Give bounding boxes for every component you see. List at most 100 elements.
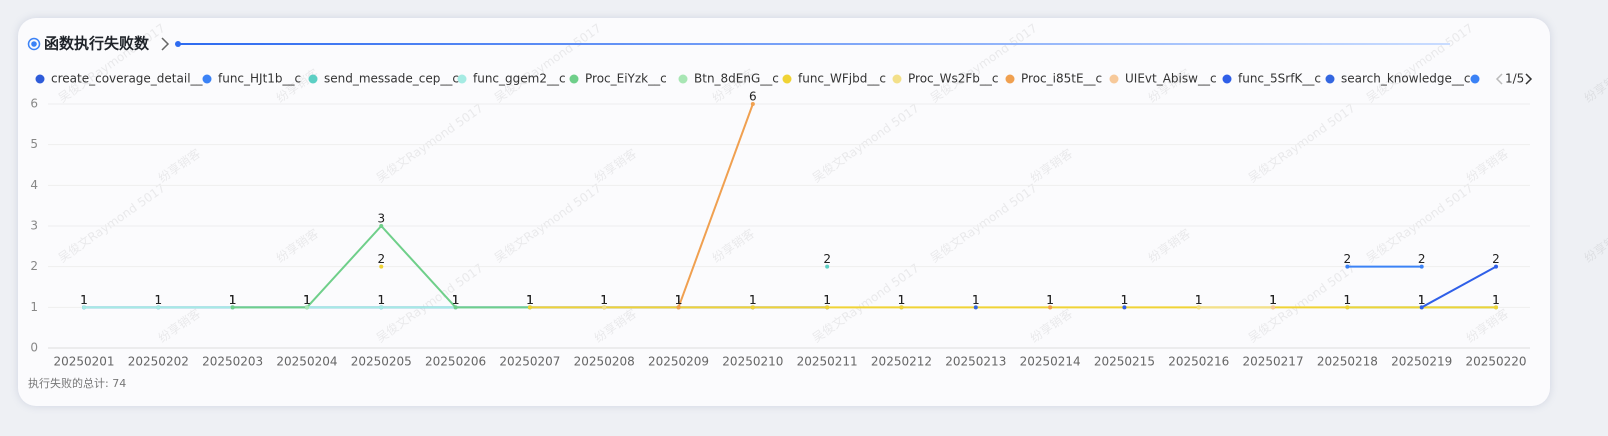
watermark: 纷享销客 bbox=[273, 225, 321, 265]
data-label: 1 bbox=[675, 293, 683, 307]
data-label: 1 bbox=[1269, 293, 1277, 307]
legend-icon bbox=[782, 74, 792, 84]
watermark: 纷享销客 bbox=[155, 145, 203, 185]
data-label: 2 bbox=[1492, 252, 1500, 266]
watermark: 纷享销客 bbox=[1581, 65, 1608, 105]
x-tick-label: 20250211 bbox=[797, 355, 858, 369]
point bbox=[1419, 305, 1424, 310]
y-tick-label: 1 bbox=[30, 300, 38, 314]
data-label: 1 bbox=[452, 293, 460, 307]
data-label: 1 bbox=[1418, 293, 1426, 307]
watermark: 吴俊文Raymond 5017 bbox=[491, 20, 604, 105]
data-label: 1 bbox=[1046, 293, 1054, 307]
data-label: 1 bbox=[377, 293, 385, 307]
point bbox=[825, 264, 830, 269]
data-label: 1 bbox=[898, 293, 906, 307]
data-label: 1 bbox=[675, 293, 683, 307]
legend-partial bbox=[1470, 74, 1480, 84]
footer: 执行失败的总计: 74 bbox=[28, 376, 126, 390]
watermark: 吴俊文Raymond 5017 bbox=[927, 20, 1040, 105]
data-label: 1 bbox=[1121, 293, 1129, 307]
x-tick-label: 20250213 bbox=[945, 355, 1006, 369]
x-tick-label: 20250203 bbox=[202, 355, 263, 369]
y-tick-label: 5 bbox=[30, 137, 38, 151]
point bbox=[750, 102, 755, 106]
data-label: 2 bbox=[377, 252, 385, 266]
point bbox=[1345, 305, 1350, 310]
legend-icon bbox=[678, 74, 688, 84]
data-label: 1 bbox=[749, 293, 757, 307]
data-label: 1 bbox=[229, 293, 237, 307]
point bbox=[602, 305, 607, 310]
data-label: 1 bbox=[452, 293, 460, 307]
point bbox=[676, 305, 681, 310]
x-tick-label: 20250208 bbox=[574, 355, 635, 369]
point bbox=[379, 224, 384, 228]
legend-label: Proc_Ws2Fb__c bbox=[908, 72, 999, 86]
data-label: 1 bbox=[526, 293, 534, 307]
point bbox=[379, 264, 384, 269]
legend-label: UIEvt_Abisw__c bbox=[1125, 72, 1217, 86]
data-label: 2 bbox=[1344, 252, 1352, 266]
legend-icon bbox=[308, 74, 318, 84]
data-label: 1 bbox=[1344, 293, 1352, 307]
point bbox=[1345, 264, 1350, 269]
data-label: 1 bbox=[972, 293, 980, 307]
watermark: 纷享销客 bbox=[1463, 145, 1511, 185]
legend-icon bbox=[1109, 74, 1119, 84]
data-label: 1 bbox=[600, 293, 608, 307]
point bbox=[1494, 305, 1498, 310]
point bbox=[304, 305, 309, 310]
data-label: 1 bbox=[1418, 293, 1426, 307]
title-chevron[interactable] bbox=[161, 37, 170, 51]
point bbox=[453, 305, 458, 310]
point bbox=[527, 305, 532, 310]
slider-line bbox=[178, 43, 1450, 45]
data-label: 1 bbox=[154, 293, 162, 307]
x-tick-label: 20250217 bbox=[1243, 355, 1304, 369]
data-label: 1 bbox=[303, 293, 311, 307]
legend-next[interactable] bbox=[1525, 73, 1533, 85]
data-label: 1 bbox=[154, 293, 162, 307]
x-tick-label: 20250209 bbox=[648, 355, 709, 369]
data-label: 1 bbox=[303, 293, 311, 307]
data-label: 1 bbox=[526, 293, 534, 307]
legend-prev[interactable] bbox=[1495, 73, 1503, 85]
data-label: 1 bbox=[1269, 293, 1277, 307]
title-icon-dot bbox=[31, 41, 37, 47]
data-label: 1 bbox=[972, 293, 980, 307]
y-tick-label: 4 bbox=[30, 178, 38, 192]
legend-icon bbox=[1325, 74, 1335, 84]
data-label: 1 bbox=[675, 293, 683, 307]
point bbox=[1271, 305, 1276, 310]
x-tick-label: 20250207 bbox=[499, 355, 560, 369]
data-label: 2 bbox=[1418, 252, 1426, 266]
y-tick-label: 0 bbox=[30, 341, 38, 355]
point bbox=[230, 305, 235, 310]
legend-icon bbox=[35, 74, 45, 84]
data-label: 1 bbox=[1492, 293, 1500, 307]
legend-icon bbox=[1222, 74, 1232, 84]
legend-label: func_ggem2__c bbox=[473, 72, 566, 86]
watermark: 吴俊文Raymond 5017 bbox=[809, 100, 922, 185]
point bbox=[82, 305, 86, 310]
x-tick-label: 20250202 bbox=[128, 355, 189, 369]
x-tick-label: 20250220 bbox=[1465, 355, 1526, 369]
data-label: 1 bbox=[1269, 293, 1277, 307]
y-tick-label: 2 bbox=[30, 259, 38, 273]
data-label: 1 bbox=[303, 293, 311, 307]
legend-label: Btn_8dEnG__c bbox=[694, 72, 779, 86]
point bbox=[379, 305, 384, 310]
watermark: 纷享销客 bbox=[1581, 225, 1608, 265]
point bbox=[1419, 264, 1424, 269]
data-label: 1 bbox=[600, 293, 608, 307]
x-tick-label: 20250206 bbox=[425, 355, 486, 369]
point bbox=[1494, 264, 1498, 269]
x-tick-label: 20250201 bbox=[53, 355, 114, 369]
x-tick-label: 20250205 bbox=[351, 355, 412, 369]
data-label: 1 bbox=[823, 293, 831, 307]
data-label: 1 bbox=[526, 293, 534, 307]
watermark: 纷享销客 bbox=[1463, 305, 1511, 345]
watermark: 吴俊文Raymond 5017 bbox=[373, 260, 486, 345]
